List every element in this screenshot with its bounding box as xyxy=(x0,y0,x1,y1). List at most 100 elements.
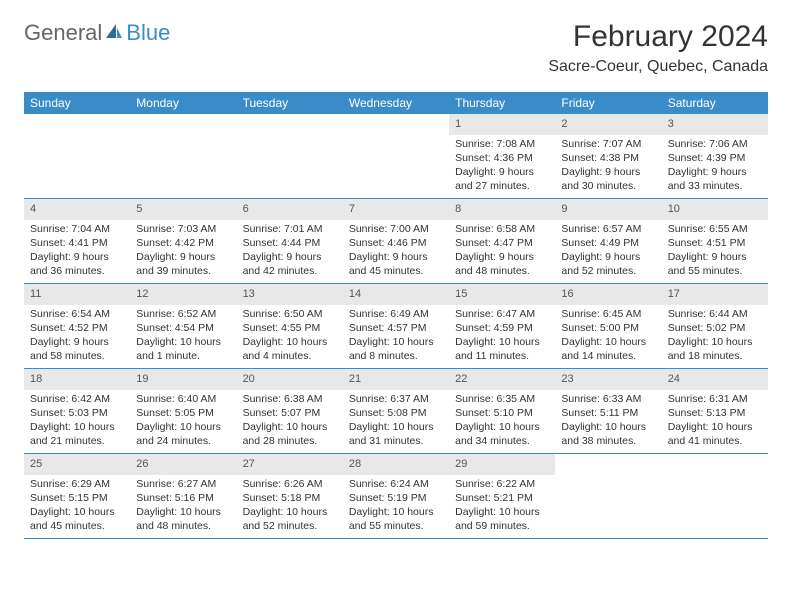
sunrise-text: Sunrise: 6:44 AM xyxy=(668,307,762,321)
sunrise-text: Sunrise: 7:04 AM xyxy=(30,222,124,236)
day-cell: 1Sunrise: 7:08 AMSunset: 4:36 PMDaylight… xyxy=(449,114,555,198)
day-cell: 27Sunrise: 6:26 AMSunset: 5:18 PMDayligh… xyxy=(237,454,343,538)
daylight-text: Daylight: 10 hours and 18 minutes. xyxy=(668,335,762,363)
day-cell: 5Sunrise: 7:03 AMSunset: 4:42 PMDaylight… xyxy=(130,199,236,283)
sunset-text: Sunset: 4:38 PM xyxy=(561,151,655,165)
sunset-text: Sunset: 5:18 PM xyxy=(243,491,337,505)
sunrise-text: Sunrise: 6:40 AM xyxy=(136,392,230,406)
day-cell: 24Sunrise: 6:31 AMSunset: 5:13 PMDayligh… xyxy=(662,369,768,453)
daylight-text: Daylight: 10 hours and 34 minutes. xyxy=(455,420,549,448)
daylight-text: Daylight: 9 hours and 52 minutes. xyxy=(561,250,655,278)
sunset-text: Sunset: 5:15 PM xyxy=(30,491,124,505)
sunrise-text: Sunrise: 6:33 AM xyxy=(561,392,655,406)
weekday-header-row: SundayMondayTuesdayWednesdayThursdayFrid… xyxy=(24,92,768,114)
daylight-text: Daylight: 10 hours and 21 minutes. xyxy=(30,420,124,448)
sunrise-text: Sunrise: 6:58 AM xyxy=(455,222,549,236)
daylight-text: Daylight: 10 hours and 28 minutes. xyxy=(243,420,337,448)
day-cell: 13Sunrise: 6:50 AMSunset: 4:55 PMDayligh… xyxy=(237,284,343,368)
day-body: Sunrise: 6:31 AMSunset: 5:13 PMDaylight:… xyxy=(662,390,768,453)
logo-text-general: General xyxy=(24,20,102,46)
day-body: Sunrise: 7:06 AMSunset: 4:39 PMDaylight:… xyxy=(662,135,768,198)
daylight-text: Daylight: 10 hours and 55 minutes. xyxy=(349,505,443,533)
day-body: Sunrise: 7:07 AMSunset: 4:38 PMDaylight:… xyxy=(555,135,661,198)
day-body: Sunrise: 7:00 AMSunset: 4:46 PMDaylight:… xyxy=(343,220,449,283)
day-cell: 7Sunrise: 7:00 AMSunset: 4:46 PMDaylight… xyxy=(343,199,449,283)
daylight-text: Daylight: 10 hours and 24 minutes. xyxy=(136,420,230,448)
day-body: Sunrise: 6:57 AMSunset: 4:49 PMDaylight:… xyxy=(555,220,661,283)
day-body: Sunrise: 6:52 AMSunset: 4:54 PMDaylight:… xyxy=(130,305,236,368)
sunset-text: Sunset: 5:19 PM xyxy=(349,491,443,505)
daylight-text: Daylight: 9 hours and 33 minutes. xyxy=(668,165,762,193)
day-body: Sunrise: 6:38 AMSunset: 5:07 PMDaylight:… xyxy=(237,390,343,453)
sunrise-text: Sunrise: 6:27 AM xyxy=(136,477,230,491)
sunrise-text: Sunrise: 6:38 AM xyxy=(243,392,337,406)
day-body: Sunrise: 7:04 AMSunset: 4:41 PMDaylight:… xyxy=(24,220,130,283)
sunrise-text: Sunrise: 7:00 AM xyxy=(349,222,443,236)
day-cell: 8Sunrise: 6:58 AMSunset: 4:47 PMDaylight… xyxy=(449,199,555,283)
daylight-text: Daylight: 10 hours and 11 minutes. xyxy=(455,335,549,363)
day-cell: 18 Sunrise: 6:42 AMSunset: 5:03 PMDayligh… xyxy=(24,369,130,453)
day-cell: 4Sunrise: 7:04 AMSunset: 4:41 PMDaylight… xyxy=(24,199,130,283)
header: General Blue February 2024 Sacre-Coeur, … xyxy=(24,20,768,76)
day-number: 18 xyxy=(24,369,130,390)
sunset-text: Sunset: 5:21 PM xyxy=(455,491,549,505)
weekday-header: Saturday xyxy=(662,92,768,114)
day-number: 17 xyxy=(662,284,768,305)
day-cell: 3Sunrise: 7:06 AMSunset: 4:39 PMDaylight… xyxy=(662,114,768,198)
daylight-text: Daylight: 10 hours and 52 minutes. xyxy=(243,505,337,533)
day-number: 24 xyxy=(662,369,768,390)
daylight-text: Daylight: 10 hours and 31 minutes. xyxy=(349,420,443,448)
sunrise-text: Sunrise: 6:35 AM xyxy=(455,392,549,406)
sunrise-text: Sunrise: 6:42 AM xyxy=(30,392,124,406)
daylight-text: Daylight: 9 hours and 58 minutes. xyxy=(30,335,124,363)
day-cell: 6Sunrise: 7:01 AMSunset: 4:44 PMDaylight… xyxy=(237,199,343,283)
daylight-text: Daylight: 10 hours and 14 minutes. xyxy=(561,335,655,363)
day-number: 29 xyxy=(449,454,555,475)
weekday-header: Thursday xyxy=(449,92,555,114)
sunrise-text: Sunrise: 6:55 AM xyxy=(668,222,762,236)
day-body: Sunrise: 6:44 AMSunset: 5:02 PMDaylight:… xyxy=(662,305,768,368)
day-cell: 26Sunrise: 6:27 AMSunset: 5:16 PMDayligh… xyxy=(130,454,236,538)
day-number: 19 xyxy=(130,369,236,390)
daylight-text: Daylight: 10 hours and 1 minute. xyxy=(136,335,230,363)
sunset-text: Sunset: 5:03 PM xyxy=(30,406,124,420)
day-number: 4 xyxy=(24,199,130,220)
day-cell: 29Sunrise: 6:22 AMSunset: 5:21 PMDayligh… xyxy=(449,454,555,538)
week-row: 4Sunrise: 7:04 AMSunset: 4:41 PMDaylight… xyxy=(24,199,768,284)
day-number: 26 xyxy=(130,454,236,475)
sunset-text: Sunset: 4:57 PM xyxy=(349,321,443,335)
sunrise-text: Sunrise: 6:31 AM xyxy=(668,392,762,406)
day-cell: 21Sunrise: 6:37 AMSunset: 5:08 PMDayligh… xyxy=(343,369,449,453)
sunrise-text: Sunrise: 6:45 AM xyxy=(561,307,655,321)
day-number: 16 xyxy=(555,284,661,305)
day-body: Sunrise: 7:03 AMSunset: 4:42 PMDaylight:… xyxy=(130,220,236,283)
sunset-text: Sunset: 4:39 PM xyxy=(668,151,762,165)
calendar-body: 1Sunrise: 7:08 AMSunset: 4:36 PMDaylight… xyxy=(24,114,768,539)
daylight-text: Daylight: 10 hours and 59 minutes. xyxy=(455,505,549,533)
logo-sail-icon xyxy=(104,22,124,45)
daylight-text: Daylight: 9 hours and 48 minutes. xyxy=(455,250,549,278)
day-cell: 28Sunrise: 6:24 AMSunset: 5:19 PMDayligh… xyxy=(343,454,449,538)
weekday-header: Sunday xyxy=(24,92,130,114)
sunset-text: Sunset: 4:36 PM xyxy=(455,151,549,165)
day-number: 2 xyxy=(555,114,661,135)
day-body: Sunrise: 6:33 AMSunset: 5:11 PMDaylight:… xyxy=(555,390,661,453)
daylight-text: Daylight: 10 hours and 45 minutes. xyxy=(30,505,124,533)
day-number: 13 xyxy=(237,284,343,305)
day-number: 12 xyxy=(130,284,236,305)
day-number: 10 xyxy=(662,199,768,220)
sunset-text: Sunset: 4:49 PM xyxy=(561,236,655,250)
day-body: Sunrise: 6:27 AMSunset: 5:16 PMDaylight:… xyxy=(130,475,236,538)
sunset-text: Sunset: 4:54 PM xyxy=(136,321,230,335)
day-body: Sunrise: 7:08 AMSunset: 4:36 PMDaylight:… xyxy=(449,135,555,198)
sunrise-text: Sunrise: 6:22 AM xyxy=(455,477,549,491)
day-body: Sunrise: 6:24 AMSunset: 5:19 PMDaylight:… xyxy=(343,475,449,538)
sunset-text: Sunset: 4:46 PM xyxy=(349,236,443,250)
daylight-text: Daylight: 9 hours and 55 minutes. xyxy=(668,250,762,278)
sunrise-text: Sunrise: 6:47 AM xyxy=(455,307,549,321)
sunset-text: Sunset: 5:00 PM xyxy=(561,321,655,335)
day-body: Sunrise: 6:22 AMSunset: 5:21 PMDaylight:… xyxy=(449,475,555,538)
day-cell: 22Sunrise: 6:35 AMSunset: 5:10 PMDayligh… xyxy=(449,369,555,453)
day-cell xyxy=(555,454,661,538)
day-number: 20 xyxy=(237,369,343,390)
